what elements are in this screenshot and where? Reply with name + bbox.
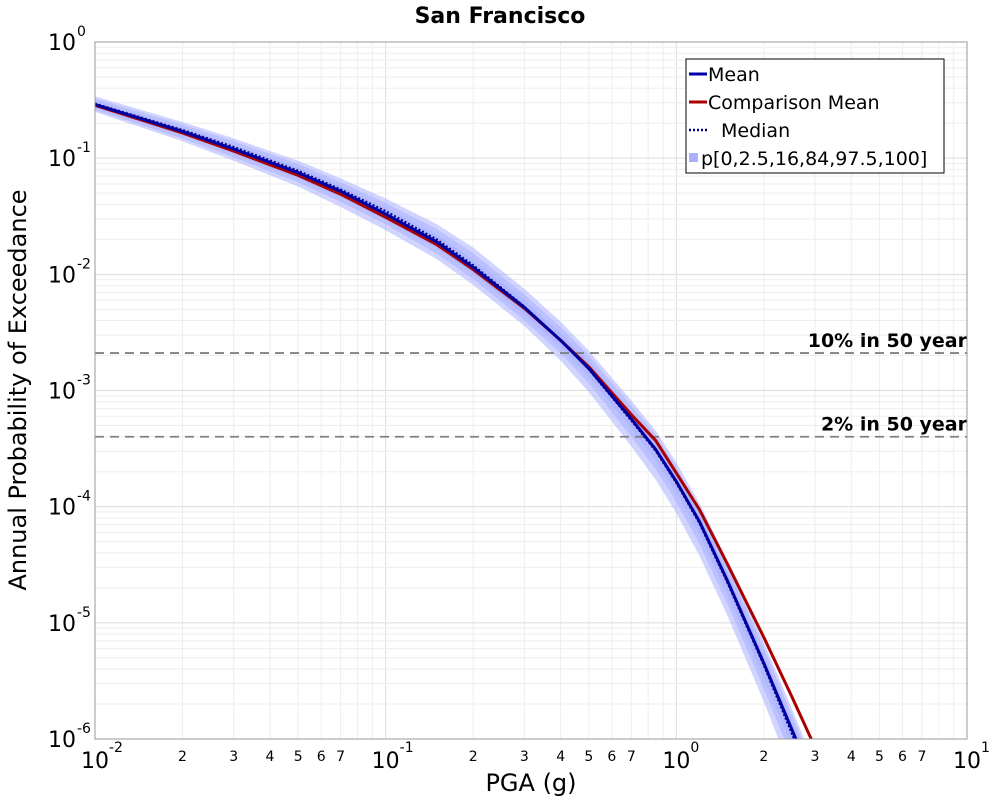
plot-frame: [94, 41, 968, 740]
legend: Mean Comparison Mean Median p[0,2.5,16,84,9…: [685, 58, 945, 174]
legend-box: [685, 58, 945, 174]
x-minor-tick-label: 5: [875, 749, 884, 765]
legend-label-0: Mean: [708, 64, 760, 86]
y-tick-exponent: -2: [77, 256, 91, 272]
series-lines: [95, 102, 813, 739]
y-tick-exponent: -5: [77, 605, 91, 621]
x-minor-tick-label: 7: [336, 749, 345, 765]
y-tick-label: 10: [48, 728, 76, 753]
y-tick-exponent: -1: [77, 140, 91, 156]
x-minor-tick-label: 2: [469, 749, 478, 765]
x-minor-tick-label: 3: [811, 749, 820, 765]
x-minor-tick-label: 6: [317, 749, 326, 765]
x-tick-label: 10: [372, 749, 400, 774]
x-minor-tick-label: 2: [759, 749, 768, 765]
y-axis-label: Annual Probability of Exceedance: [4, 189, 32, 590]
y-tick-label: 10: [48, 263, 76, 288]
x-minor-tick-label: 5: [584, 749, 593, 765]
x-tick-label: 10: [953, 749, 981, 774]
reference-lines: 10% in 50 year 2% in 50 year: [95, 330, 968, 438]
x-minor-tick-label: 2: [178, 749, 187, 765]
legend-swatch-band: [689, 153, 698, 162]
series-line-median: [95, 102, 796, 739]
y-tick-label: 10: [48, 147, 76, 172]
y-tick-label: 10: [48, 31, 76, 56]
x-minor-tick-label: 6: [607, 749, 616, 765]
x-tick-exponent: 0: [690, 740, 699, 756]
y-tick-exponent: -4: [77, 489, 91, 505]
x-tick-exponent: -2: [109, 740, 123, 756]
y-tick-exponent: 0: [77, 24, 86, 40]
y-tick-exponent: -3: [77, 373, 91, 389]
x-minor-tick-label: 7: [918, 749, 927, 765]
x-minor-tick-label: 4: [266, 749, 275, 765]
x-tick-exponent: -1: [400, 740, 414, 756]
legend-label-2: Median: [721, 120, 790, 142]
x-minor-tick-label: 7: [627, 749, 636, 765]
x-tick-exponent: 1: [981, 740, 990, 756]
x-minor-tick-label: 4: [847, 749, 856, 765]
y-tick-exponent: -6: [77, 721, 91, 737]
y-tick-label: 10: [48, 380, 76, 405]
x-tick-label: 10: [662, 749, 690, 774]
y-tick-label: 10: [48, 612, 76, 637]
reference-label-0: 10% in 50 year: [808, 330, 968, 352]
x-minor-tick-label: 6: [898, 749, 907, 765]
x-tick-label: 10: [81, 749, 109, 774]
x-axis-label: PGA (g): [485, 769, 576, 797]
y-tick-label: 10: [48, 496, 76, 521]
x-minor-tick-label: 3: [229, 749, 238, 765]
x-minor-tick-label: 5: [294, 749, 303, 765]
legend-label-1: Comparison Mean: [708, 92, 880, 114]
x-minor-tick-label: 3: [520, 749, 529, 765]
chart-title: San Francisco: [415, 4, 586, 29]
reference-label-1: 2% in 50 year: [821, 414, 968, 436]
x-minor-tick-label: 4: [556, 749, 565, 765]
legend-label-3: p[0,2.5,16,84,97.5,100]: [701, 148, 927, 170]
